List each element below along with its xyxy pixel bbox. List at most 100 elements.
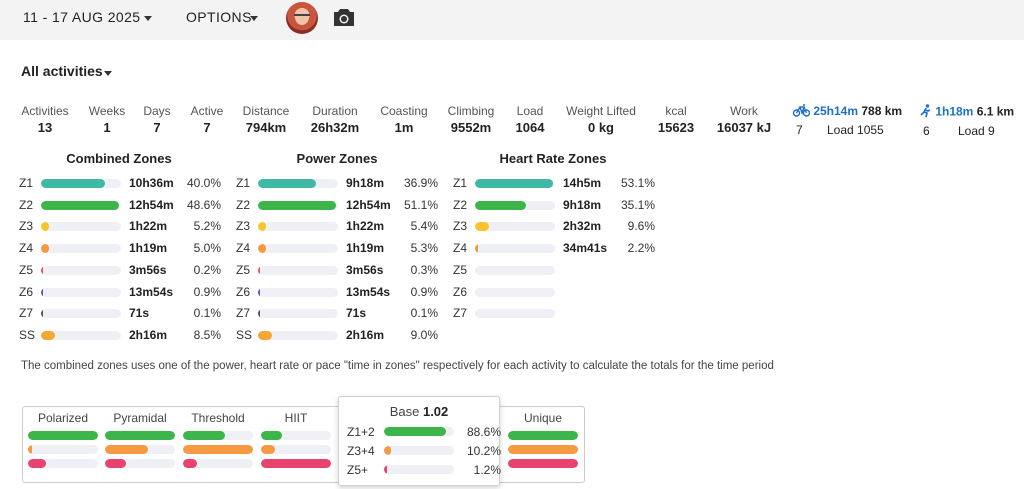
zone-time: 14h5m: [563, 176, 602, 190]
stat-label: Climbing: [447, 104, 495, 118]
distribution-bar-track: [183, 459, 253, 468]
stat-label: Work: [730, 104, 758, 118]
sport-load: Load 1055: [827, 123, 884, 137]
zone-percent: 5.4%: [410, 219, 438, 234]
avatar[interactable]: [286, 2, 318, 34]
zone-time: 9h18m: [346, 176, 385, 190]
zone-time: 9h18m: [563, 197, 602, 212]
zone-bar-fill: [475, 244, 479, 254]
zone-bar-fill: [258, 244, 266, 254]
zone-bar-fill: [41, 200, 120, 210]
zone-row-z5: Z5 3m56s 0.2%: [19, 263, 229, 279]
stat-activities: Activities 13: [0, 104, 90, 135]
zone-bar-track: [475, 309, 555, 319]
zone-row-z1: Z1 14h5m 53.1%: [453, 176, 663, 192]
sport-distance: 788 km: [858, 104, 903, 119]
zone-row-z7: Z7: [453, 306, 663, 322]
distribution-bar-track: [261, 431, 331, 440]
chevron-down-icon[interactable]: [250, 16, 258, 21]
zone-label: Z7: [236, 306, 251, 321]
distribution-label: Pyramidal: [113, 411, 167, 425]
distribution-bar-fill: [28, 431, 98, 440]
stat-label: Activities: [21, 104, 69, 118]
distribution-column-unique[interactable]: Unique: [508, 411, 578, 468]
zone-row-z1: Z1 9h18m 36.9%: [236, 176, 446, 192]
bike-icon: [792, 104, 811, 120]
tooltip-row-label: Z5+: [347, 463, 369, 477]
zone-bar-track: [41, 244, 121, 254]
zone-bar-track: [475, 179, 555, 188]
zone-label: Z1: [19, 176, 34, 190]
zone-row-z6: Z6: [453, 285, 663, 301]
distribution-bar-fill: [28, 459, 46, 468]
zone-label: Z5: [19, 262, 34, 277]
zone-row-z3: Z3 1h22m 5.2%: [19, 219, 229, 235]
zone-percent: 5.0%: [193, 241, 221, 256]
zone-label: Z5: [236, 262, 251, 277]
zone-bar-track: [475, 244, 555, 254]
distribution-column-polarized[interactable]: Polarized: [28, 411, 98, 468]
zone-row-z1: Z1 10h36m 40.0%: [19, 176, 229, 192]
activity-filter-dropdown[interactable]: All activities: [21, 63, 103, 79]
sport-count: 6: [923, 124, 930, 138]
stat-value: 1: [103, 120, 111, 135]
zone-percent: 35.1%: [620, 197, 655, 212]
tooltip-bar-fill: [384, 427, 447, 436]
zone-bar-fill: [475, 222, 489, 232]
zone-label: Z4: [236, 241, 251, 256]
zone-bar-track: [41, 179, 121, 188]
zone-time: 2h16m: [346, 327, 385, 342]
date-range-button[interactable]: 11 - 17 AUG 2025: [23, 9, 141, 25]
stat-kcal: kcal 15623: [631, 104, 721, 135]
distribution-bar-track: [105, 445, 175, 454]
distribution-column-threshold[interactable]: Threshold: [183, 411, 253, 468]
zone-bar-track: [475, 265, 555, 275]
zone-row-z5: Z5 3m56s 0.3%: [236, 263, 446, 279]
zone-time: 71s: [346, 306, 367, 321]
distribution-bar-fill: [508, 445, 578, 454]
stat-active: Active 7: [162, 104, 252, 135]
tooltip-row-label: Z3+4: [347, 444, 375, 458]
distribution-bar-track: [508, 431, 578, 440]
distribution-bar-fill: [105, 445, 149, 454]
stat-days: Days 7: [112, 104, 202, 135]
stat-label: Duration: [312, 104, 358, 118]
zone-bar-fill: [258, 222, 266, 232]
chevron-down-icon[interactable]: [104, 71, 112, 76]
zone-label: Z2: [453, 197, 468, 212]
zone-label: Z1: [236, 176, 251, 190]
zone-bar-track: [41, 222, 121, 232]
stat-value: 794km: [245, 120, 287, 135]
distribution-bar-fill: [183, 459, 197, 468]
tooltip-row: Z1+2 88.6%: [347, 425, 501, 439]
chevron-down-icon[interactable]: [144, 16, 152, 21]
zone-row-z7: Z7 71s 0.1%: [236, 306, 446, 322]
zone-row-z3: Z3 2h32m 9.6%: [453, 219, 663, 235]
tooltip-title: Base 1.02: [339, 404, 499, 419]
distribution-column-pyramidal[interactable]: Pyramidal: [105, 411, 175, 468]
camera-icon[interactable]: [333, 7, 355, 27]
distribution-bar-track: [508, 445, 578, 454]
options-button[interactable]: OPTIONS: [186, 9, 252, 25]
stat-label: Load: [516, 104, 544, 118]
zone-percent: 36.9%: [403, 176, 438, 190]
stat-weeks: Weeks 1: [62, 104, 152, 135]
stat-value: 7: [203, 120, 211, 135]
zone-bar-fill: [41, 309, 43, 319]
zone-percent: 5.2%: [193, 219, 221, 234]
distribution-bar-fill: [508, 459, 578, 468]
stat-value: 1064: [515, 120, 545, 135]
distribution-column-hiit[interactable]: HIIT: [261, 411, 331, 468]
zone-label: Z7: [19, 306, 34, 321]
zone-label: Z6: [453, 284, 468, 299]
avatar-glasses: [294, 14, 310, 17]
zone-bar-fill: [41, 265, 43, 275]
zone-row-z2: Z2 9h18m 35.1%: [453, 198, 663, 214]
tooltip-bar-fill: [384, 446, 392, 455]
zone-label: Z1: [453, 176, 468, 190]
distribution-bar-track: [28, 431, 98, 440]
zone-label: Z3: [236, 219, 251, 234]
zone-bar-fill: [258, 265, 260, 275]
zone-time: 12h54m: [129, 197, 174, 212]
power-zones-title: Power Zones: [296, 151, 378, 166]
